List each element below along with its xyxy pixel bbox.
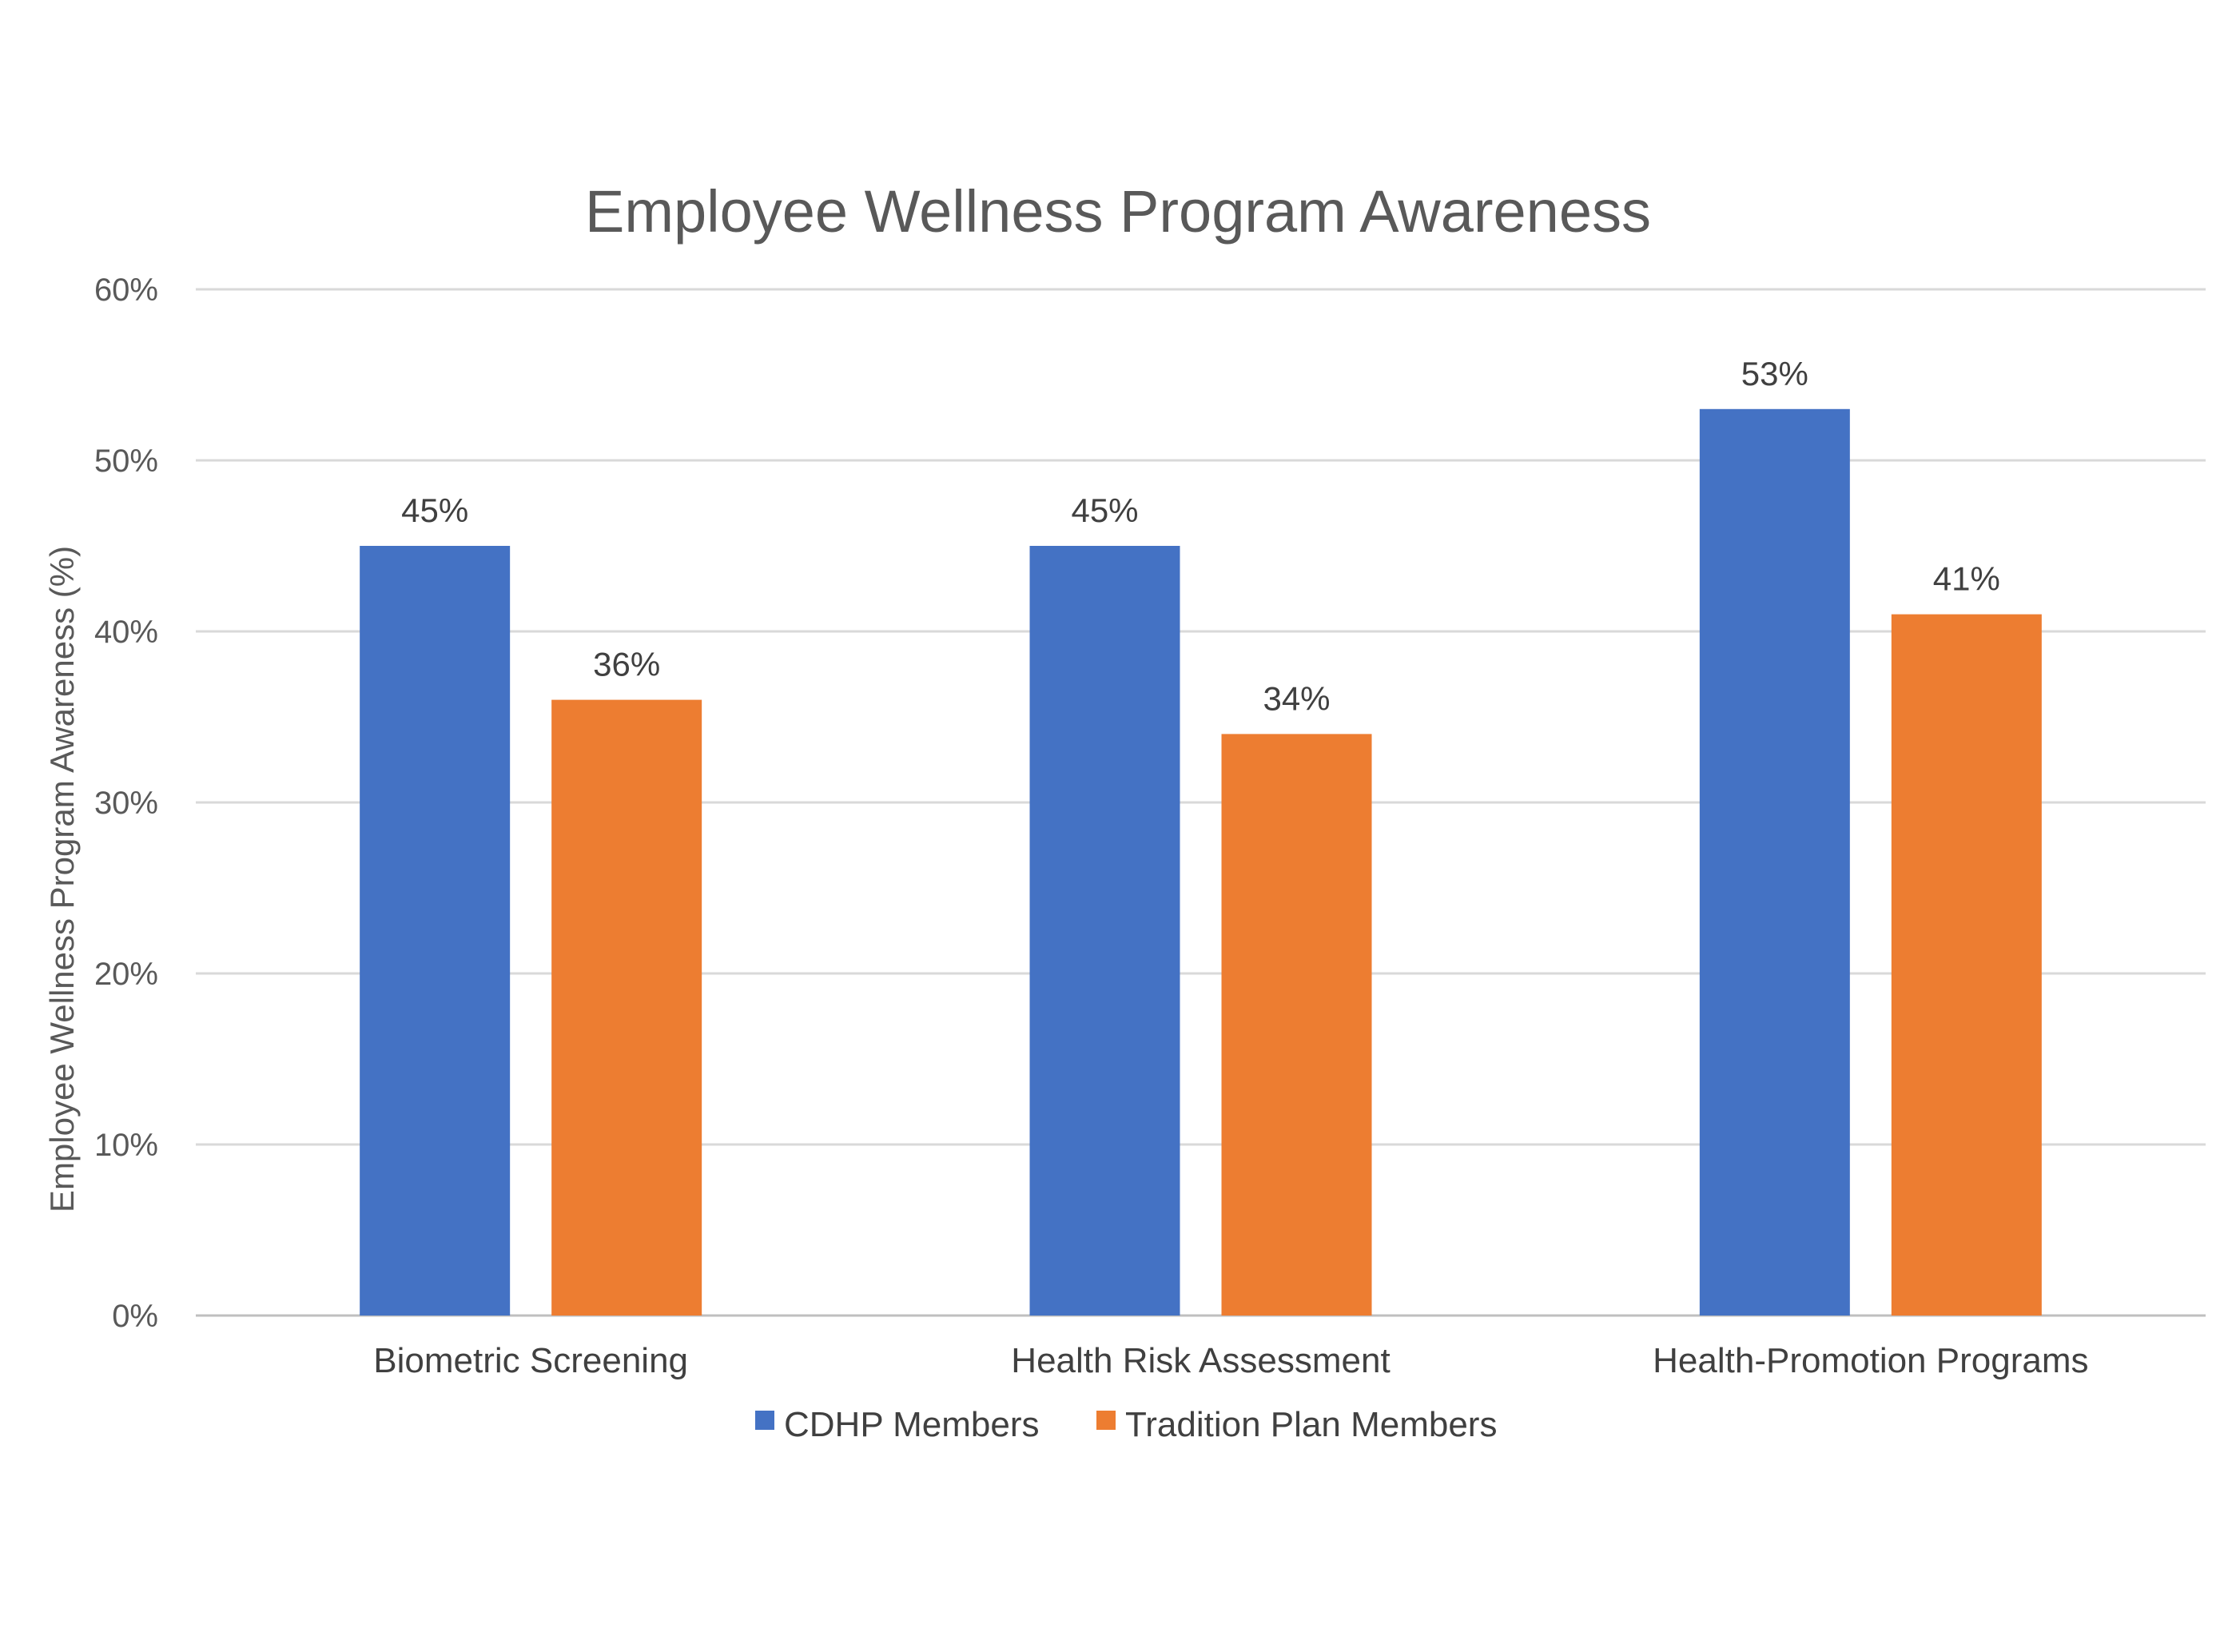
- legend-swatch: [1096, 1411, 1116, 1430]
- data-label: 45%: [401, 492, 468, 529]
- y-tick-label: 60%: [94, 273, 158, 308]
- data-label: 34%: [1263, 679, 1330, 717]
- y-tick-label: 0%: [112, 1299, 158, 1334]
- x-axis-categories: Biometric Screening Health Risk Assessmen…: [373, 1341, 2088, 1380]
- bar: [1891, 614, 2042, 1316]
- data-labels: 45% 36% 45% 34% 53% 41%: [401, 355, 2000, 718]
- x-tick-label: Biometric Screening: [373, 1341, 688, 1380]
- y-tick-label: 10%: [94, 1128, 158, 1163]
- bar: [551, 699, 702, 1316]
- legend-label: Tradition Plan Members: [1125, 1405, 1497, 1444]
- legend-label: CDHP Members: [784, 1405, 1039, 1444]
- chart-title: Employee Wellness Program Awareness: [585, 178, 1651, 245]
- y-tick-label: 20%: [94, 957, 158, 992]
- y-tick-label: 40%: [94, 615, 158, 650]
- legend: CDHP Members Tradition Plan Members: [755, 1405, 1497, 1444]
- gridlines: [196, 288, 2206, 1317]
- y-tick-label: 30%: [94, 786, 158, 821]
- bar: [1699, 408, 1850, 1316]
- y-axis-title: Employee Wellness Program Awareness (%): [43, 546, 81, 1212]
- bar: [1221, 734, 1372, 1316]
- data-label: 45%: [1071, 492, 1138, 529]
- x-tick-label: Health-Promotion Programs: [1653, 1341, 2088, 1380]
- y-axis-ticks: 0% 10% 20% 30% 40% 50% 60%: [94, 273, 158, 1334]
- bar: [1029, 546, 1180, 1316]
- bar: [360, 546, 511, 1316]
- y-tick-label: 50%: [94, 444, 158, 479]
- data-label: 53%: [1741, 355, 1808, 392]
- x-tick-label: Health Risk Assessment: [1011, 1341, 1390, 1380]
- data-label: 36%: [593, 646, 660, 683]
- data-label: 41%: [1933, 560, 2000, 598]
- legend-swatch: [755, 1411, 774, 1430]
- bars: [360, 408, 2042, 1316]
